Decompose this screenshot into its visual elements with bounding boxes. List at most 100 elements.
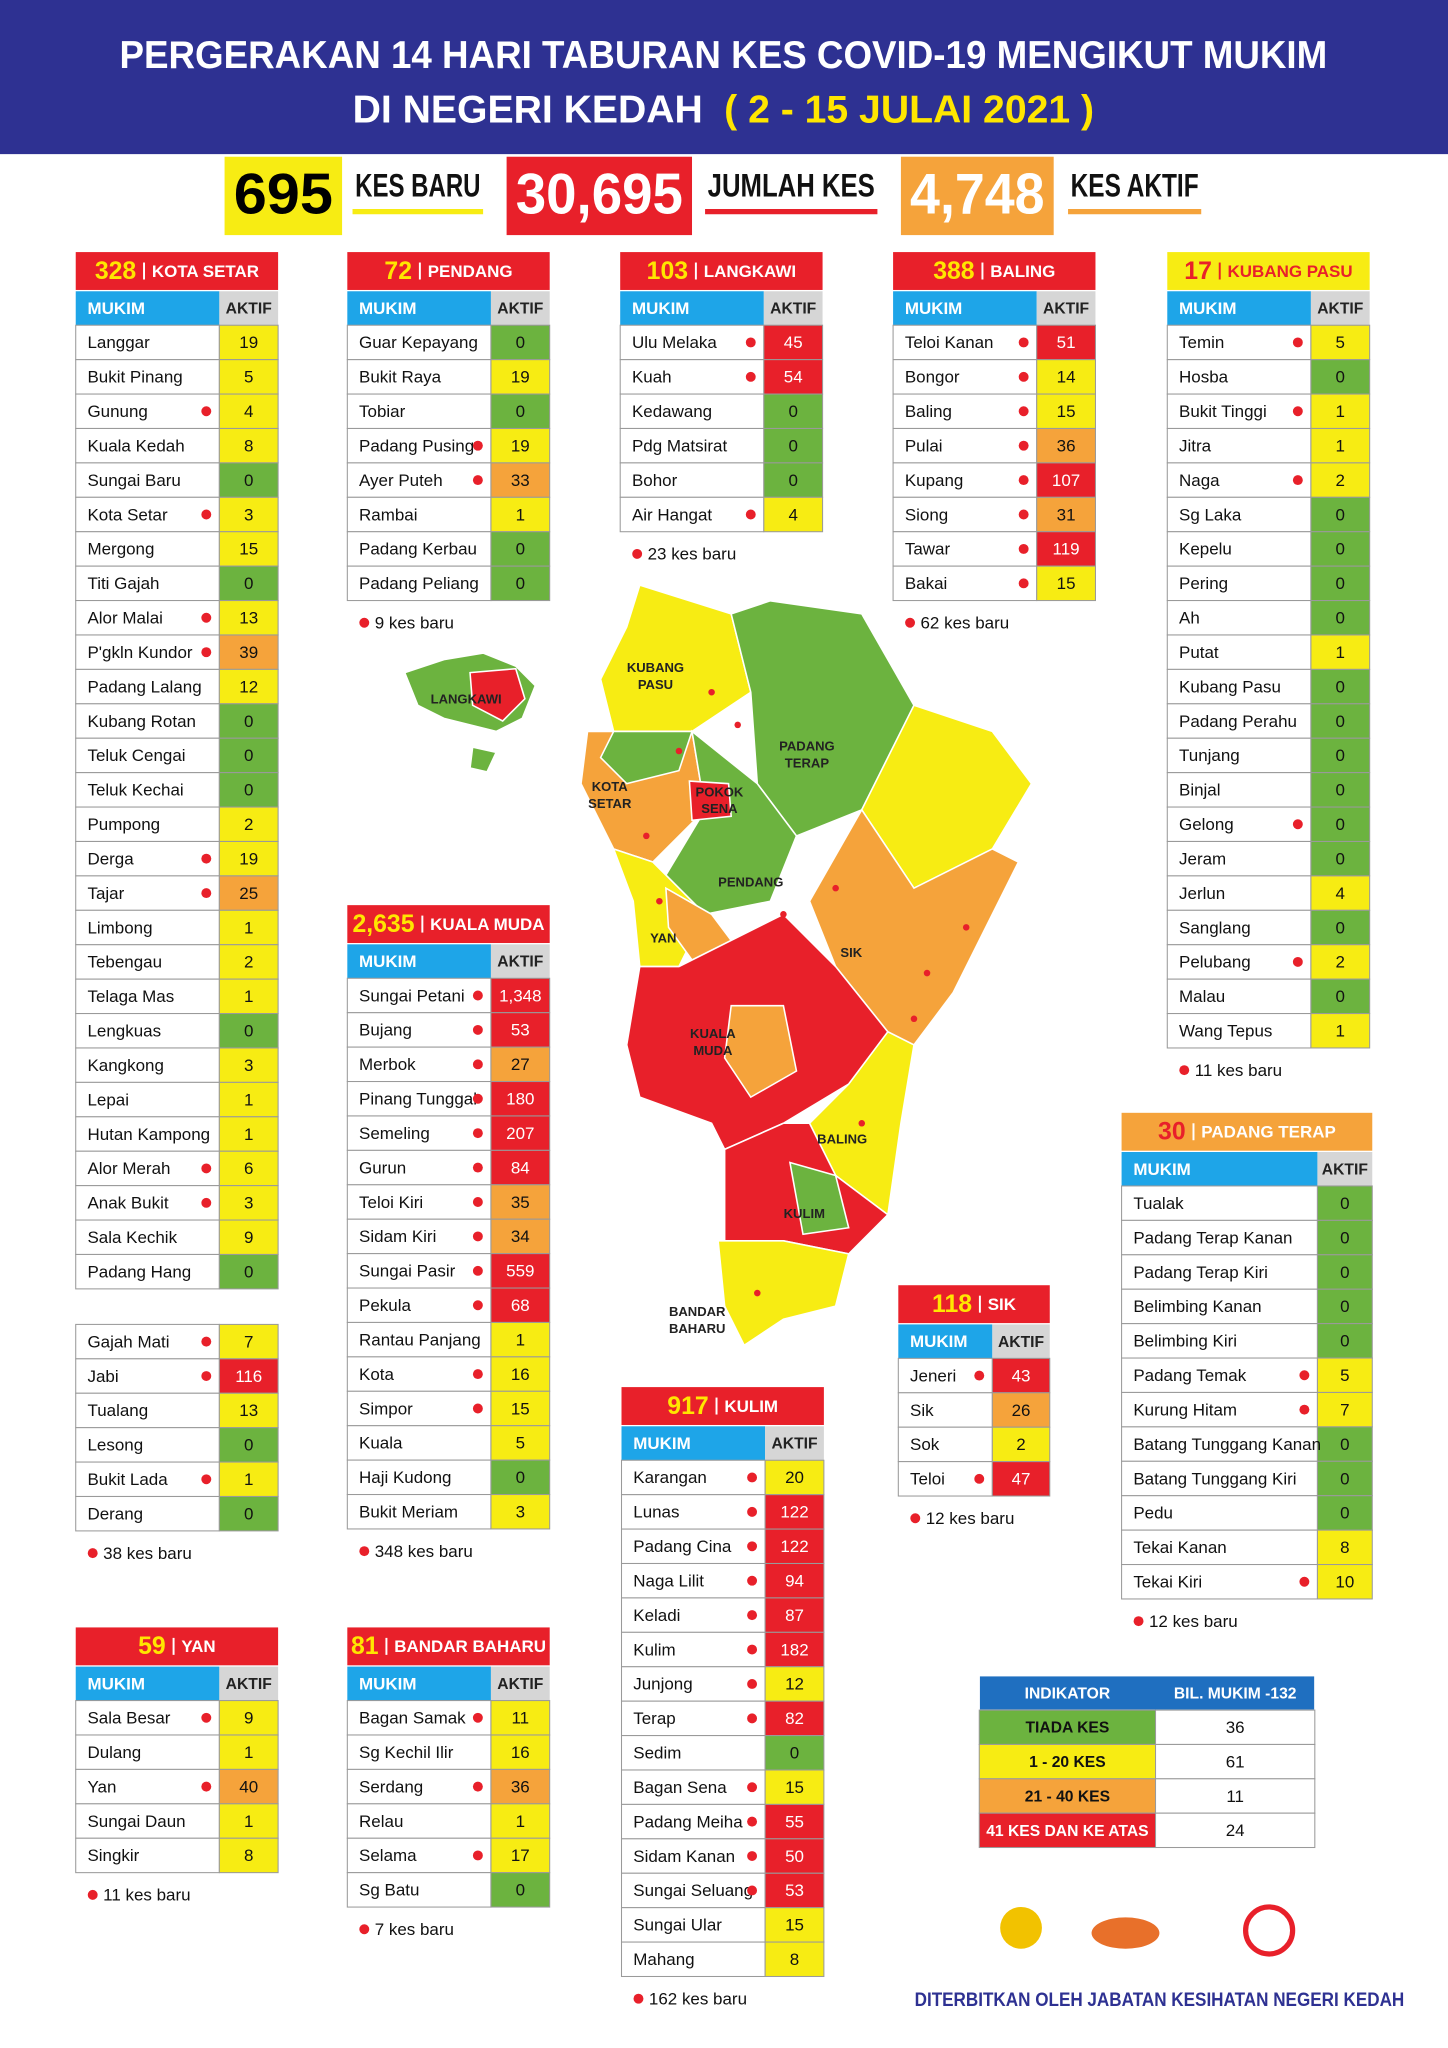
aktif-cell bbox=[763, 427, 824, 464]
mukim-cell bbox=[346, 1287, 492, 1323]
mukim-name: Kubang Pasu bbox=[1179, 677, 1281, 696]
subtitle-date: ( 2 - 15 JULAI 2021 ) bbox=[724, 89, 1094, 132]
mukim-name: Kuala bbox=[359, 1434, 403, 1453]
aktif-cell bbox=[1316, 1254, 1373, 1290]
aktif-cell bbox=[1310, 600, 1371, 636]
new-case-dot bbox=[1018, 509, 1029, 520]
mukim-name: Bagan Samak bbox=[359, 1709, 466, 1728]
mukim-name: Kangkong bbox=[87, 1056, 163, 1075]
aktif-cell bbox=[218, 1837, 279, 1874]
new-case-dot bbox=[747, 1782, 758, 1793]
mukim-cell bbox=[346, 393, 492, 429]
mukim-name: Jitra bbox=[1179, 436, 1212, 455]
mukim-name: Derang bbox=[87, 1504, 143, 1523]
new-case-dot bbox=[201, 853, 212, 864]
mukim-cell bbox=[75, 668, 220, 705]
map-dot bbox=[858, 1120, 866, 1127]
aktif-cell bbox=[218, 634, 279, 670]
map-region bbox=[808, 808, 1020, 1046]
aktif-value: 0 bbox=[244, 471, 253, 490]
aktif-value: 47 bbox=[1012, 1470, 1031, 1489]
map-dot bbox=[910, 1015, 918, 1023]
aktif-cell bbox=[490, 1012, 551, 1048]
map-region bbox=[469, 746, 498, 773]
mukim-name: Batang Tunggang Kiri bbox=[1133, 1469, 1296, 1488]
note-dot bbox=[633, 1993, 644, 2004]
mukim-name: Bohor bbox=[632, 471, 678, 490]
column-label: MUKIM bbox=[632, 299, 689, 318]
column-label: MUKIM bbox=[359, 299, 416, 318]
mukim-cell bbox=[1166, 324, 1312, 361]
mukim-cell bbox=[1166, 703, 1312, 739]
mukim-name: Sg Batu bbox=[359, 1881, 419, 1900]
mukim-cell bbox=[75, 806, 220, 842]
aktif-cell bbox=[490, 1872, 551, 1908]
map-region bbox=[664, 729, 798, 916]
district-name: KULIM bbox=[724, 1397, 778, 1416]
aktif-value: 1 bbox=[1336, 436, 1345, 455]
column-label: MUKIM bbox=[633, 1434, 690, 1453]
mukim-cell bbox=[75, 531, 220, 567]
district-total: 388 bbox=[933, 258, 975, 285]
aktif-value: 87 bbox=[785, 1606, 804, 1625]
district-name: BALING bbox=[990, 262, 1055, 281]
aktif-value: 5 bbox=[516, 1434, 525, 1453]
aktif-value: 0 bbox=[1336, 540, 1345, 559]
aktif-value: 53 bbox=[785, 1881, 804, 1900]
mukim-name: Padang Peliang bbox=[359, 574, 479, 593]
district-name: PENDANG bbox=[428, 262, 513, 281]
aktif-value: 0 bbox=[244, 746, 253, 765]
new-case-dot bbox=[472, 1265, 483, 1276]
aktif-cell bbox=[490, 1184, 551, 1220]
stat-value: 30,695 bbox=[516, 163, 683, 227]
mukim-cell bbox=[75, 875, 220, 911]
district-note: 38 kes baru bbox=[103, 1544, 192, 1563]
mukim-cell bbox=[1121, 1529, 1318, 1566]
column-header bbox=[1310, 291, 1370, 326]
aktif-cell bbox=[490, 1321, 551, 1358]
aktif-cell bbox=[218, 427, 279, 464]
mukim-cell bbox=[1166, 1013, 1312, 1049]
aktif-value: 0 bbox=[788, 436, 797, 455]
aktif-value: 122 bbox=[780, 1503, 808, 1522]
mukim-name: Rambai bbox=[359, 505, 417, 524]
mukim-cell bbox=[346, 1253, 492, 1289]
new-case-dot bbox=[1299, 1370, 1310, 1381]
aktif-value: 0 bbox=[1340, 1263, 1349, 1282]
district-total: 59 bbox=[138, 1633, 166, 1660]
mukim-cell bbox=[1121, 1495, 1318, 1531]
mukim-cell bbox=[75, 565, 220, 602]
aktif-cell bbox=[490, 1253, 551, 1289]
new-case-dot bbox=[472, 1712, 483, 1723]
aktif-cell bbox=[991, 1357, 1051, 1394]
column-label: AKTIF bbox=[1317, 301, 1363, 318]
mukim-name: Jeram bbox=[1179, 849, 1226, 868]
map-label: TERAP bbox=[785, 756, 830, 771]
aktif-cell bbox=[490, 1459, 551, 1496]
mukim-cell bbox=[75, 427, 220, 464]
aktif-value: 84 bbox=[511, 1158, 530, 1177]
aktif-cell bbox=[1310, 427, 1371, 464]
aktif-value: 0 bbox=[244, 1022, 253, 1041]
map-dot bbox=[656, 897, 663, 905]
mukim-cell bbox=[346, 1872, 492, 1908]
new-case-dot bbox=[201, 647, 212, 658]
aktif-cell bbox=[1310, 806, 1371, 842]
aktif-cell bbox=[490, 496, 551, 533]
mukim-name: Bakai bbox=[905, 574, 947, 593]
aktif-value: 12 bbox=[785, 1675, 804, 1694]
column-label: MUKIM bbox=[359, 1674, 416, 1693]
aktif-cell bbox=[991, 1392, 1051, 1428]
map-label: KULIM bbox=[784, 1206, 825, 1221]
aktif-cell bbox=[1310, 737, 1371, 774]
column-label: AKTIF bbox=[1322, 1161, 1368, 1178]
aktif-value: 0 bbox=[1336, 505, 1345, 524]
aktif-cell bbox=[490, 565, 551, 602]
mukim-name: Temin bbox=[1179, 333, 1224, 352]
district-header bbox=[1121, 1112, 1373, 1151]
aktif-value: 0 bbox=[1340, 1194, 1349, 1213]
aktif-cell bbox=[1036, 359, 1096, 395]
mukim-cell bbox=[346, 977, 492, 1014]
aktif-cell bbox=[218, 875, 279, 911]
map-dot bbox=[832, 884, 839, 892]
